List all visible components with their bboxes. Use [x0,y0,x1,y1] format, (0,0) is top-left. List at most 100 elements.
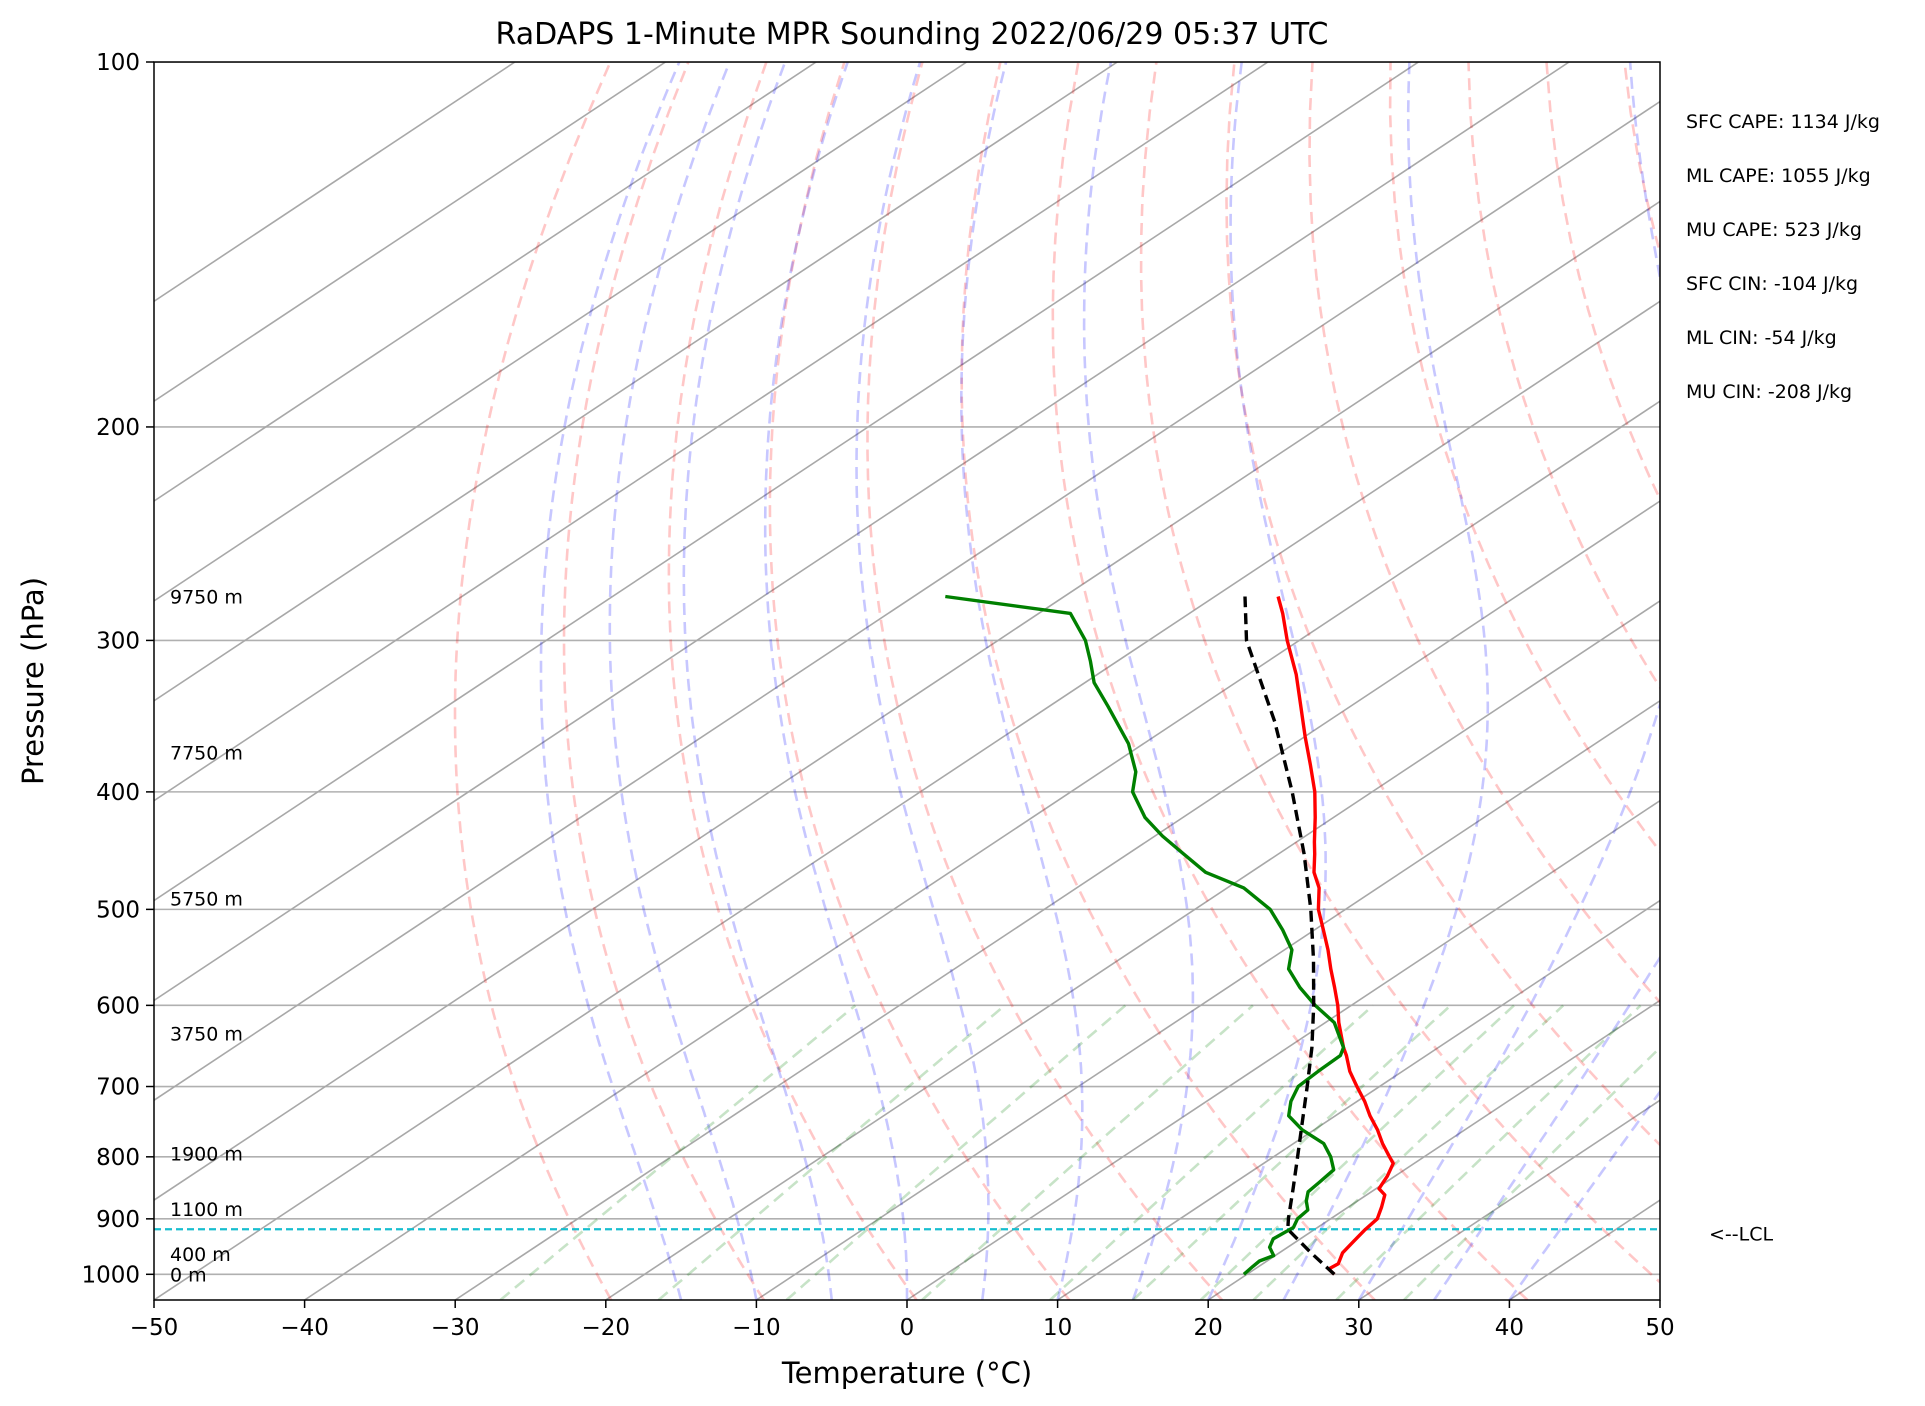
x-tick-label: 40 [1495,1315,1524,1341]
mixing-ratio-line [921,1004,1254,1300]
dry-adiabat-270 [667,62,918,1300]
x-tick-label: −40 [280,1315,329,1341]
isotherm--90 [154,62,1419,902]
isotherm-50 [1659,1299,1660,1300]
chart-title: RaDAPS 1-Minute MPR Sounding 2022/06/29 … [496,17,1329,52]
y-tick-label: 500 [96,897,140,923]
dry-adiabat-300 [960,62,1376,1300]
height-labels: 9750 m 7750 m 5750 m 3750 m 1900 m 1100 m 400 … [170,587,243,1287]
height-label: 5750 m [170,889,243,911]
y-tick-label: 100 [96,50,140,76]
y-tick-label: 300 [96,628,140,654]
height-label: 9750 m [170,587,243,609]
isotherm--140 [154,62,666,403]
stat-line: ML CAPE: 1055 J/kg [1686,165,1871,187]
isotherm--40 [304,400,1660,1300]
x-axis-ticks: −50 −40 −30 −20 −10 0 10 20 30 40 50 [130,1300,1675,1341]
mixing-ratio-line [657,1004,1006,1300]
dry-adiabat-370 [1545,62,1660,503]
y-tick-label: 1000 [81,1262,140,1288]
isotherm--10 [755,699,1660,1300]
isotherm-20 [1207,999,1660,1300]
dry-adiabat-290 [866,62,1224,1300]
moist-adiabat-40 [1508,1089,1660,1300]
moist-adiabat--15 [539,62,683,1300]
stat-line: MU CIN: -208 J/kg [1686,381,1852,403]
height-label: 1100 m [170,1199,243,1221]
mixing-ratio-line [499,1004,857,1300]
isotherm--60 [154,200,1660,1202]
isotherm--70 [154,100,1660,1102]
moist-adiabat-10 [959,62,1084,1300]
plot-frame [153,61,1661,1301]
x-tick-label: −10 [732,1315,781,1341]
x-tick-label: 30 [1344,1315,1373,1341]
stat-line: ML CIN: -54 J/kg [1686,327,1837,349]
mixing-ratio-line [785,1004,1127,1300]
height-label: 0 m [170,1264,207,1286]
height-label: 7750 m [170,742,243,764]
isotherm--20 [605,599,1660,1300]
dry-adiabat-390 [1703,62,1925,1300]
mixing-ratio-line [1199,1004,1515,1300]
dry-adiabat-350 [1388,62,1660,854]
moist-adiabat-25 [1282,62,1490,1300]
dry-adiabat-380 [1623,62,1660,257]
y-tick-label: 600 [96,993,140,1019]
mixing-ratio-line [1403,1045,1660,1300]
x-tick-label: −50 [130,1315,179,1341]
isotherm-10 [1057,899,1660,1300]
dry-adiabat-360 [1467,62,1660,690]
dry-adiabat-340 [1308,62,1660,1005]
moist-adiabat--10 [608,62,758,1300]
stat-line: MU CAPE: 523 J/kg [1686,219,1862,241]
height-label: 1900 m [170,1144,243,1166]
isotherm--100 [154,62,1269,802]
height-label: 400 m [170,1244,231,1266]
isotherm--110 [154,62,1118,702]
parcel-line [1243,596,1336,1276]
dry-adiabat-410 [1859,62,1925,1300]
dry-adiabat-260 [562,62,765,1300]
x-tick-label: 20 [1194,1315,1223,1341]
dewpoint-line [945,594,1346,1276]
y-axis-label: Pressure (hPa) [16,577,50,785]
x-tick-label: −20 [582,1315,631,1341]
stat-line: SFC CAPE: 1134 J/kg [1686,111,1880,133]
isotherm-40 [1508,1199,1660,1300]
y-tick-label: 200 [96,415,140,441]
y-tick-label: 400 [96,780,140,806]
moist-adiabat-35 [1433,955,1660,1300]
dry-adiabat-310 [1051,62,1529,1300]
isotherm-0 [906,799,1660,1300]
isotherm--130 [154,62,817,503]
height-label: 3750 m [170,1024,243,1046]
x-tick-label: 10 [1043,1315,1072,1341]
dry-adiabat-250 [453,62,613,1300]
y-tick-label: 700 [96,1075,140,1101]
mixing-ratio-line [1335,1004,1642,1300]
dry-adiabat-280 [768,62,1071,1300]
moist-adiabat--5 [682,62,833,1300]
mixing-ratio-line [1049,1004,1374,1300]
y-axis-ticks: 100 200 300 400 500 600 700 800 900 1000 [81,50,154,1288]
y-tick-label: 900 [96,1207,140,1233]
x-tick-label: −30 [431,1315,480,1341]
isotherm--50 [154,300,1660,1300]
isotherm--120 [154,62,968,602]
dry-adiabat-330 [1225,62,1660,1147]
moist-adiabat-30 [1357,62,1660,1300]
stats-panel: SFC CAPE: 1134 J/kg ML CAPE: 1055 J/kg MU … [1686,111,1880,403]
background-lines [154,62,1925,1300]
x-axis-label: Temperature (°C) [781,1356,1032,1390]
lcl-label: <--LCL [1709,1223,1773,1245]
stat-line: SFC CIN: -104 J/kg [1686,273,1858,295]
moist-adiabat-0 [763,62,909,1300]
moist-adiabat-15 [1082,62,1195,1300]
series-lines [154,594,1660,1276]
isotherm-30 [1358,1099,1660,1300]
isotherm--80 [154,62,1570,1002]
dry-adiabat-400 [1781,62,1925,1300]
x-tick-label: 50 [1645,1315,1674,1341]
